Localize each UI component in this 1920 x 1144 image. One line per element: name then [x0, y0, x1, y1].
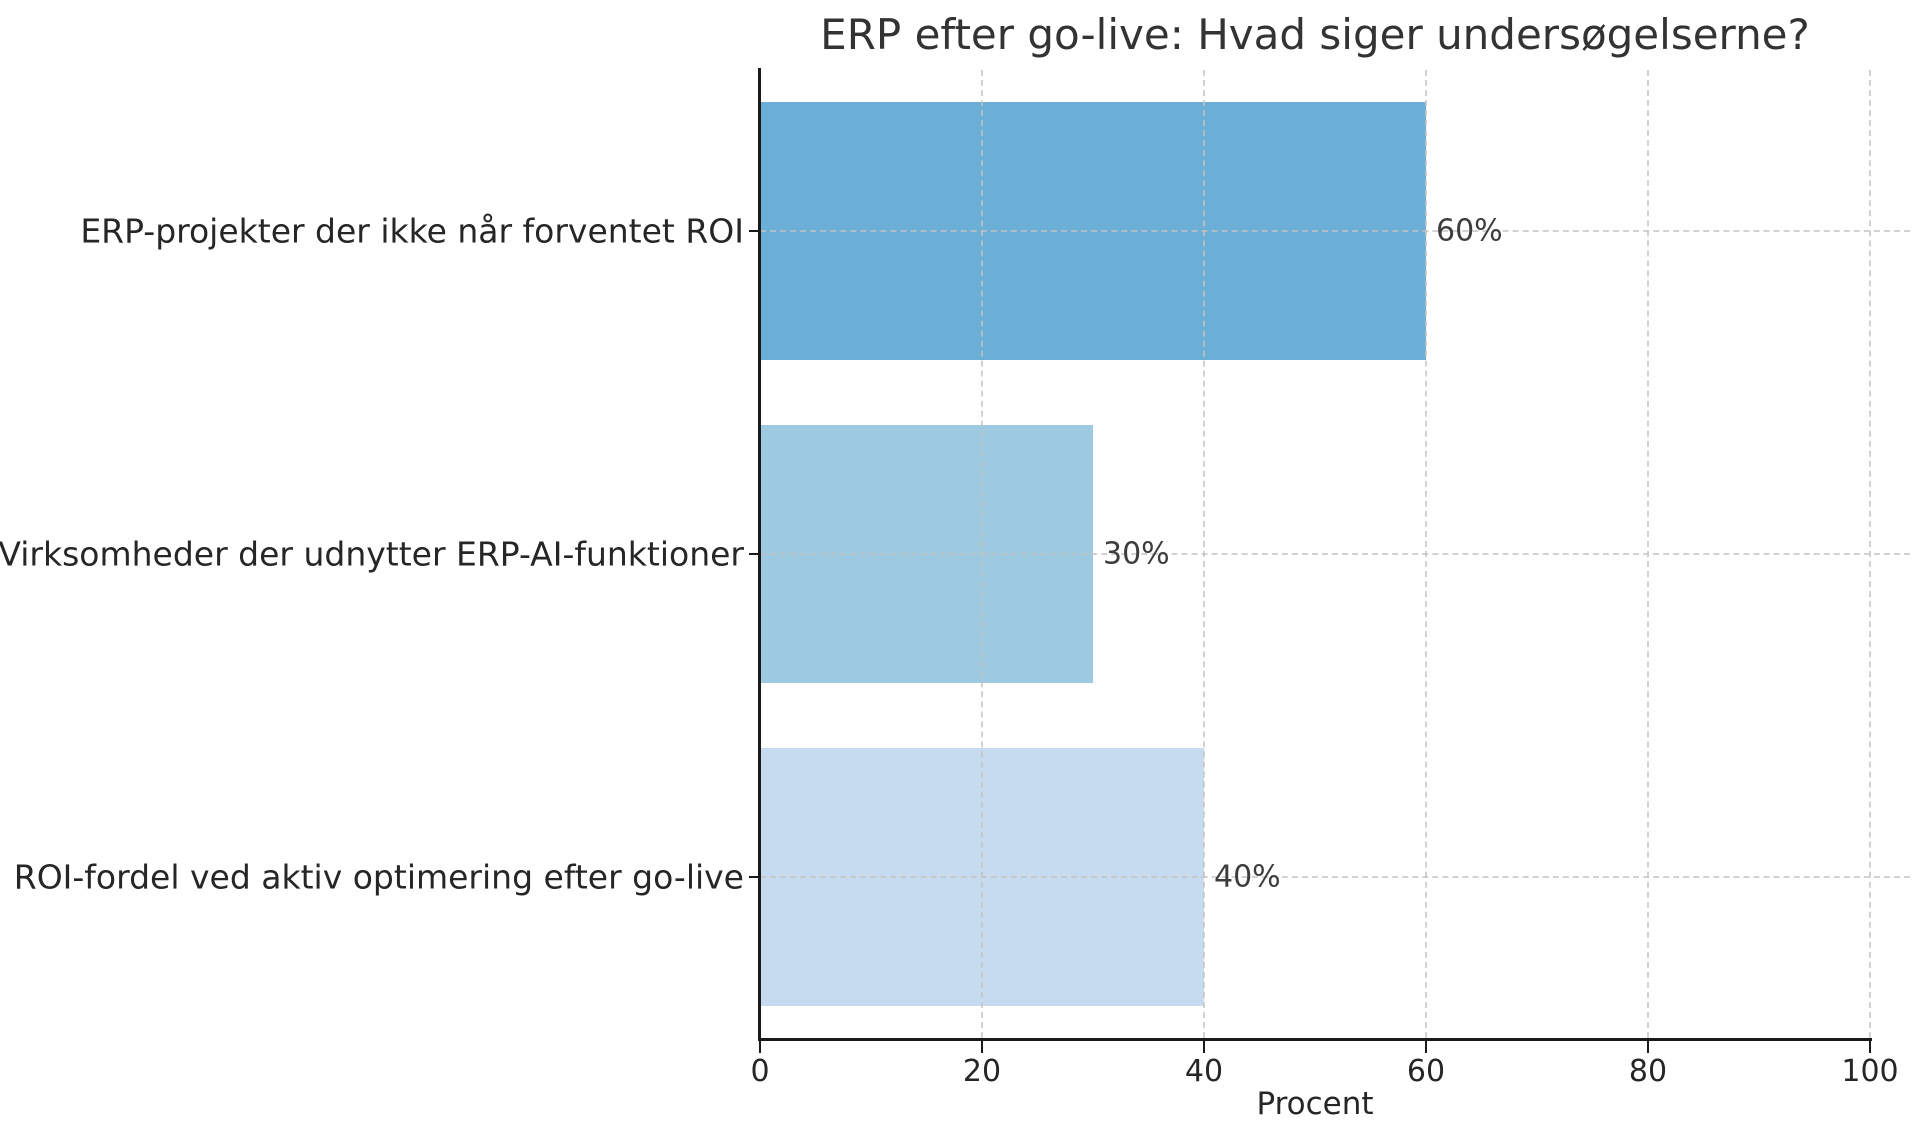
bar-value-label: 60% — [1436, 213, 1503, 249]
category-label: ROI-fordel ved aktiv optimering efter go… — [13, 857, 744, 897]
x-tick-mark — [759, 1041, 761, 1053]
x-tick-label: 40 — [1184, 1054, 1224, 1089]
bar-value-label: 40% — [1214, 859, 1281, 895]
x-tick-mark — [1425, 1041, 1427, 1053]
category-label: Virksomheder der udnytter ERP-AI-funktio… — [0, 534, 744, 574]
gridline-horizontal — [760, 230, 1910, 232]
x-tick-label: 100 — [1841, 1054, 1899, 1089]
x-axis-spine — [758, 1038, 1872, 1041]
x-tick-mark — [981, 1041, 983, 1053]
category-label: ERP-projekter der ikke når forventet ROI — [80, 211, 744, 251]
gridline-horizontal — [760, 876, 1910, 878]
y-axis-spine — [758, 68, 761, 1041]
x-tick-label: 20 — [962, 1054, 1002, 1089]
x-tick-mark — [1869, 1041, 1871, 1053]
gridline-horizontal — [760, 553, 1910, 555]
y-tick-mark — [749, 876, 758, 878]
y-tick-mark — [749, 230, 758, 232]
x-tick-label: 80 — [1628, 1054, 1668, 1089]
x-tick-mark — [1203, 1041, 1205, 1053]
x-tick-mark — [1647, 1041, 1649, 1053]
x-tick-label: 0 — [750, 1054, 770, 1089]
bar-value-label: 30% — [1103, 536, 1170, 572]
x-tick-label: 60 — [1406, 1054, 1446, 1089]
y-tick-mark — [749, 553, 758, 555]
x-axis-title: Procent — [1256, 1086, 1374, 1122]
chart-title: ERP efter go-live: Hvad siger undersøgel… — [820, 10, 1810, 59]
